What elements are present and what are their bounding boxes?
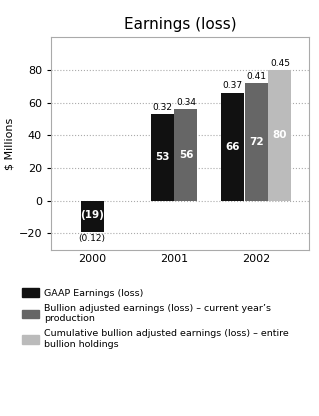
Text: 0.45: 0.45 — [270, 59, 290, 68]
Text: 56: 56 — [179, 150, 193, 160]
Bar — [221, 93, 244, 201]
Bar — [268, 70, 291, 201]
Text: 72: 72 — [249, 137, 263, 147]
Text: 0.37: 0.37 — [222, 82, 242, 90]
Text: 0.41: 0.41 — [246, 72, 266, 81]
Text: 0.32: 0.32 — [152, 103, 172, 111]
Text: 66: 66 — [225, 142, 240, 152]
Text: 53: 53 — [155, 152, 169, 162]
Bar — [174, 109, 197, 201]
Bar — [151, 114, 174, 201]
Bar — [81, 201, 104, 232]
Y-axis label: $ Millions: $ Millions — [4, 117, 14, 170]
Text: 80: 80 — [273, 130, 287, 140]
Legend: GAAP Earnings (loss), Bullion adjusted earnings (loss) – current year’s
producti: GAAP Earnings (loss), Bullion adjusted e… — [22, 288, 289, 349]
Text: (19): (19) — [80, 210, 104, 220]
Text: (0.12): (0.12) — [78, 234, 106, 243]
Title: Earnings (loss): Earnings (loss) — [124, 17, 237, 32]
Text: 0.34: 0.34 — [176, 98, 196, 107]
Bar — [245, 83, 268, 201]
